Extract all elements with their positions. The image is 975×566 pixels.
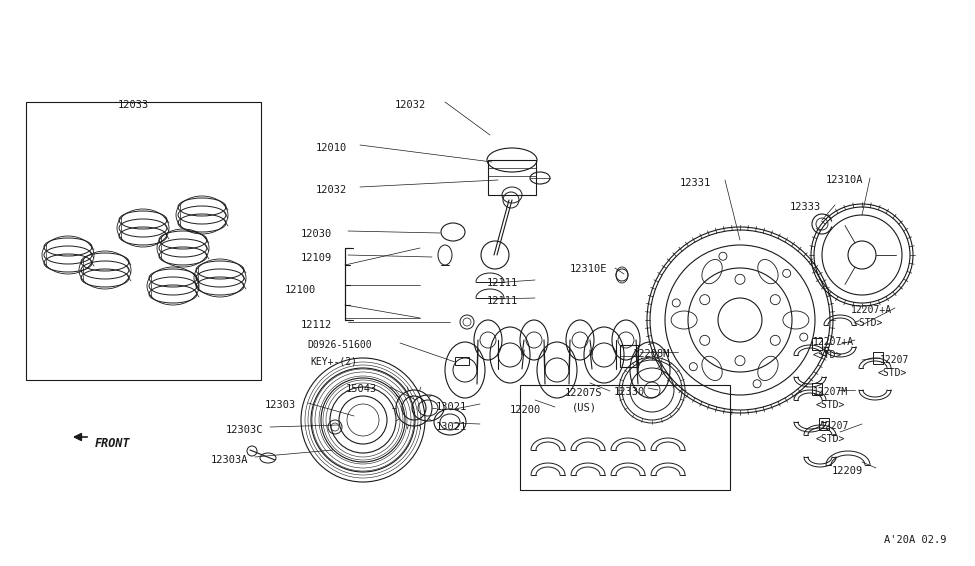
Text: 12111: 12111 (487, 278, 519, 288)
Text: 13021: 13021 (436, 422, 467, 432)
Bar (812, 338, 822, 350)
Bar (620, 345, 638, 367)
Text: 12030: 12030 (301, 229, 332, 239)
Text: 12032: 12032 (395, 100, 426, 110)
Text: <STD>: <STD> (816, 434, 845, 444)
Bar (812, 383, 822, 395)
Text: 12111: 12111 (487, 296, 519, 306)
Text: <STD>: <STD> (878, 368, 908, 378)
Text: 12100: 12100 (285, 285, 316, 295)
Text: 12200: 12200 (510, 405, 541, 415)
Text: 12033: 12033 (118, 100, 149, 110)
Bar (819, 418, 829, 430)
Bar (520, 385, 730, 490)
Text: <STD>: <STD> (813, 350, 842, 360)
Text: 12010: 12010 (316, 143, 347, 153)
Text: <STD>: <STD> (816, 400, 845, 410)
Bar (873, 352, 883, 364)
Text: A'20A 02.9: A'20A 02.9 (884, 535, 947, 545)
Text: 15043: 15043 (346, 384, 377, 394)
Text: 12112: 12112 (301, 320, 332, 330)
Text: 12209: 12209 (832, 466, 863, 476)
Text: 12333: 12333 (790, 202, 821, 212)
Bar (455, 357, 469, 365)
Text: 12310E: 12310E (570, 264, 607, 274)
Text: 12109: 12109 (301, 253, 332, 263)
Text: 12303: 12303 (265, 400, 296, 410)
Text: <STD>: <STD> (854, 318, 883, 328)
Text: 12207S: 12207S (565, 388, 603, 398)
Text: 12032: 12032 (316, 185, 347, 195)
Text: 12207M: 12207M (813, 387, 848, 397)
Bar (26, 102, 261, 380)
Text: 12207+A: 12207+A (851, 305, 892, 315)
Text: 12207: 12207 (880, 355, 910, 365)
Text: FRONT: FRONT (95, 437, 131, 450)
Text: D0926-51600: D0926-51600 (307, 340, 371, 350)
Text: 12303C: 12303C (226, 425, 263, 435)
Text: 12207+A: 12207+A (813, 337, 854, 347)
Text: 12208M: 12208M (633, 349, 671, 359)
Text: 12207: 12207 (820, 421, 849, 431)
Text: 12330: 12330 (614, 387, 645, 397)
Text: 12303A: 12303A (211, 455, 249, 465)
Text: 12310A: 12310A (826, 175, 864, 185)
Text: KEY+-(2): KEY+-(2) (310, 356, 357, 366)
Text: (US): (US) (572, 403, 597, 413)
Text: 13021: 13021 (436, 402, 467, 412)
Text: 12331: 12331 (680, 178, 711, 188)
Bar (488, 160, 536, 195)
